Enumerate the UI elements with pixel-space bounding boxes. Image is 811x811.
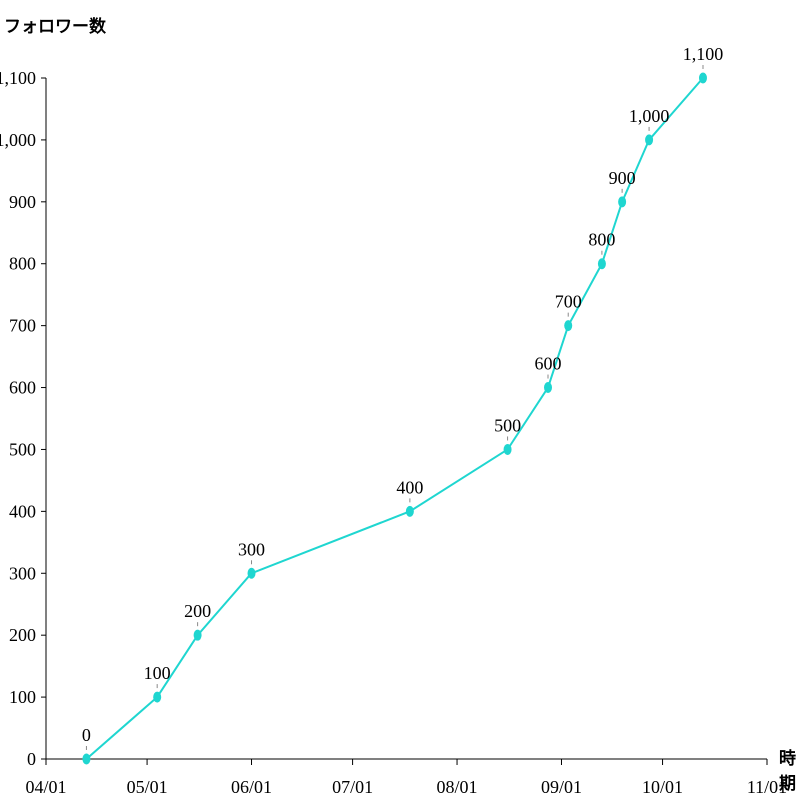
y-axis-title: フォロワー数 <box>4 17 106 37</box>
y-tick-label: 400 <box>9 501 36 521</box>
data-point <box>698 72 707 84</box>
data-label: 900 <box>609 168 636 188</box>
data-label: 100 <box>144 663 171 683</box>
x-tick-label: 04/01 <box>25 777 66 797</box>
y-tick-label: 600 <box>9 378 36 398</box>
data-label: 500 <box>494 415 521 435</box>
data-label: 800 <box>588 230 615 250</box>
data-point <box>597 258 606 270</box>
data-label: 400 <box>396 477 423 497</box>
x-tick-label: 06/01 <box>231 777 272 797</box>
data-point <box>544 382 553 394</box>
data-label: 300 <box>238 539 265 559</box>
x-axis-title: 時期 <box>779 749 796 794</box>
y-tick-label: 200 <box>9 625 36 645</box>
data-label: 700 <box>555 292 582 312</box>
data-point <box>193 629 202 641</box>
x-tick-label: 11/01 <box>747 777 787 797</box>
y-tick-label: 800 <box>9 254 36 274</box>
data-label: 0 <box>82 725 91 745</box>
data-label-layer: 0 100 200 300 400 500 600 700 800 900 1,000 1,100 <box>82 44 723 750</box>
data-point <box>153 691 162 703</box>
data-point <box>645 134 654 146</box>
data-point <box>82 753 91 765</box>
y-tick-label: 300 <box>9 563 36 583</box>
y-tick-label: 0 <box>27 749 36 769</box>
y-tick-label: 700 <box>9 316 36 336</box>
data-point <box>564 320 573 332</box>
x-tick-label: 07/01 <box>332 777 373 797</box>
data-label: 1,000 <box>629 106 670 126</box>
y-tick-label: 1,100 <box>0 68 36 88</box>
y-tick-label: 1,000 <box>0 130 36 150</box>
x-tick-label: 05/01 <box>127 777 168 797</box>
y-tick-label: 100 <box>9 687 36 707</box>
series-layer <box>82 72 707 765</box>
data-label: 600 <box>535 354 562 374</box>
x-tick-label: 08/01 <box>437 777 478 797</box>
x-tick-label: 10/01 <box>642 777 683 797</box>
series-line <box>85 77 704 760</box>
data-label: 200 <box>184 601 211 621</box>
x-tick-label: 09/01 <box>541 777 582 797</box>
data-label: 1,100 <box>683 44 724 64</box>
data-point <box>405 505 414 517</box>
axes: 01002003004005006007008009001,0001,10004… <box>0 68 787 797</box>
data-point <box>618 196 627 208</box>
y-tick-label: 900 <box>9 192 36 212</box>
data-point <box>503 443 512 455</box>
data-point <box>247 567 256 579</box>
y-tick-label: 500 <box>9 439 36 459</box>
